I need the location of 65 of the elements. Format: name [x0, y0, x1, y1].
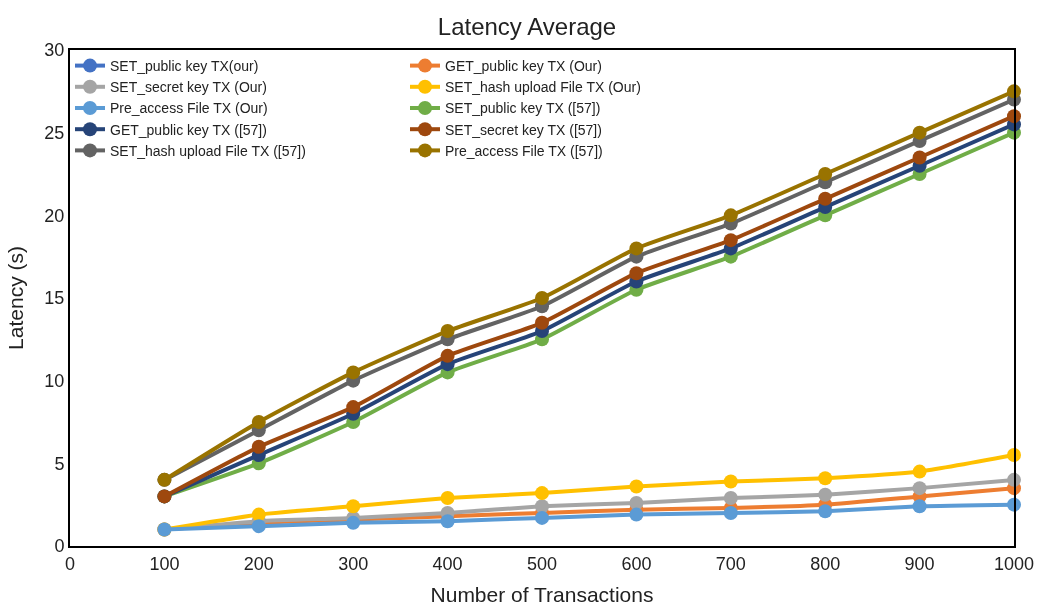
legend-label: SET_hash upload File TX (Our) [445, 79, 641, 96]
point [629, 241, 644, 256]
legend-label: SET_secret key TX (Our) [110, 79, 267, 96]
point [251, 415, 266, 429]
point [535, 291, 549, 305]
point [251, 519, 266, 534]
point [440, 491, 455, 506]
point [818, 167, 833, 181]
x-tick-label: 400 [432, 553, 463, 574]
point [535, 499, 549, 514]
legend-label: SET_public key TX ([57]) [445, 100, 601, 117]
point [346, 400, 361, 415]
legend-label: SET_secret key TX ([57]) [445, 121, 602, 138]
y-tick-label: 0 [54, 536, 65, 557]
point [912, 464, 927, 479]
point [629, 496, 644, 510]
point [912, 481, 927, 496]
point [440, 514, 455, 529]
x-tick-label: 700 [715, 553, 746, 574]
point [912, 125, 927, 140]
point [723, 233, 738, 248]
legend-label: Pre_access File TX (Our) [110, 100, 268, 117]
legend-label: SET_public key TX(our) [110, 58, 259, 75]
point [723, 505, 738, 520]
x-tick-label: 100 [149, 553, 180, 574]
point [346, 499, 361, 514]
point [912, 150, 927, 165]
point [629, 479, 644, 494]
point [723, 491, 738, 506]
x-tick-label: 300 [338, 553, 369, 574]
y-tick-label: 30 [44, 40, 65, 61]
point [346, 365, 361, 380]
legend-label: GET_public key TX ([57]) [110, 121, 267, 138]
x-tick-label: 800 [810, 553, 841, 574]
y-axis-title: Latency (s) [4, 246, 28, 350]
point [440, 348, 455, 363]
point [535, 315, 549, 330]
y-tick-label: 15 [44, 288, 65, 309]
x-axis-title: Number of Transactions [430, 583, 654, 607]
point [818, 487, 833, 502]
point [535, 510, 549, 525]
legend-label: SET_hash upload File TX ([57]) [110, 142, 306, 159]
point [818, 191, 833, 206]
y-tick-label: 10 [44, 370, 65, 391]
point [629, 266, 644, 281]
y-tick-label: 25 [44, 122, 65, 143]
point [723, 208, 738, 223]
y-tick-label: 20 [44, 205, 65, 226]
point [535, 486, 549, 501]
legend-label: GET_public key TX (Our) [445, 58, 602, 75]
x-tick-label: 600 [621, 553, 652, 574]
point [723, 474, 738, 489]
chart-title: Latency Average [437, 13, 617, 41]
point [818, 471, 833, 486]
x-tick-label: 900 [904, 553, 935, 574]
point [912, 499, 927, 514]
y-tick-label: 5 [54, 453, 65, 474]
point [818, 504, 833, 519]
x-tick-label: 200 [243, 553, 274, 574]
point [251, 439, 266, 454]
point [629, 507, 644, 522]
x-tick-label: 500 [526, 553, 558, 574]
legend-label: Pre_access File TX ([57]) [445, 142, 603, 159]
x-tick-label: 1000 [993, 553, 1035, 574]
point [440, 324, 455, 339]
